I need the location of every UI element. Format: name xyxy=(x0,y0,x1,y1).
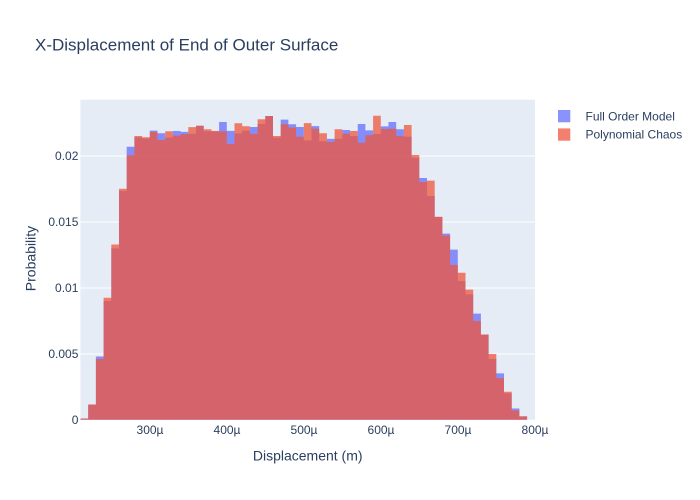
svg-text:400µ: 400µ xyxy=(214,423,241,437)
svg-text:0: 0 xyxy=(72,413,79,427)
svg-text:500µ: 500µ xyxy=(291,423,318,437)
svg-text:Displacement (m): Displacement (m) xyxy=(253,448,363,464)
svg-text:0.01: 0.01 xyxy=(55,281,79,295)
svg-text:300µ: 300µ xyxy=(137,423,164,437)
svg-text:0.015: 0.015 xyxy=(48,215,78,229)
svg-text:Full Order Model: Full Order Model xyxy=(586,109,675,123)
svg-text:600µ: 600µ xyxy=(368,423,395,437)
svg-text:0.005: 0.005 xyxy=(48,347,78,361)
svg-text:0.02: 0.02 xyxy=(55,149,79,163)
svg-text:800µ: 800µ xyxy=(522,423,549,437)
svg-text:Probability: Probability xyxy=(23,226,39,291)
svg-text:Polynomial Chaos: Polynomial Chaos xyxy=(586,128,683,142)
svg-text:X-Displacement of End of Outer: X-Displacement of End of Outer Surface xyxy=(35,36,338,55)
svg-text:700µ: 700µ xyxy=(445,423,472,437)
